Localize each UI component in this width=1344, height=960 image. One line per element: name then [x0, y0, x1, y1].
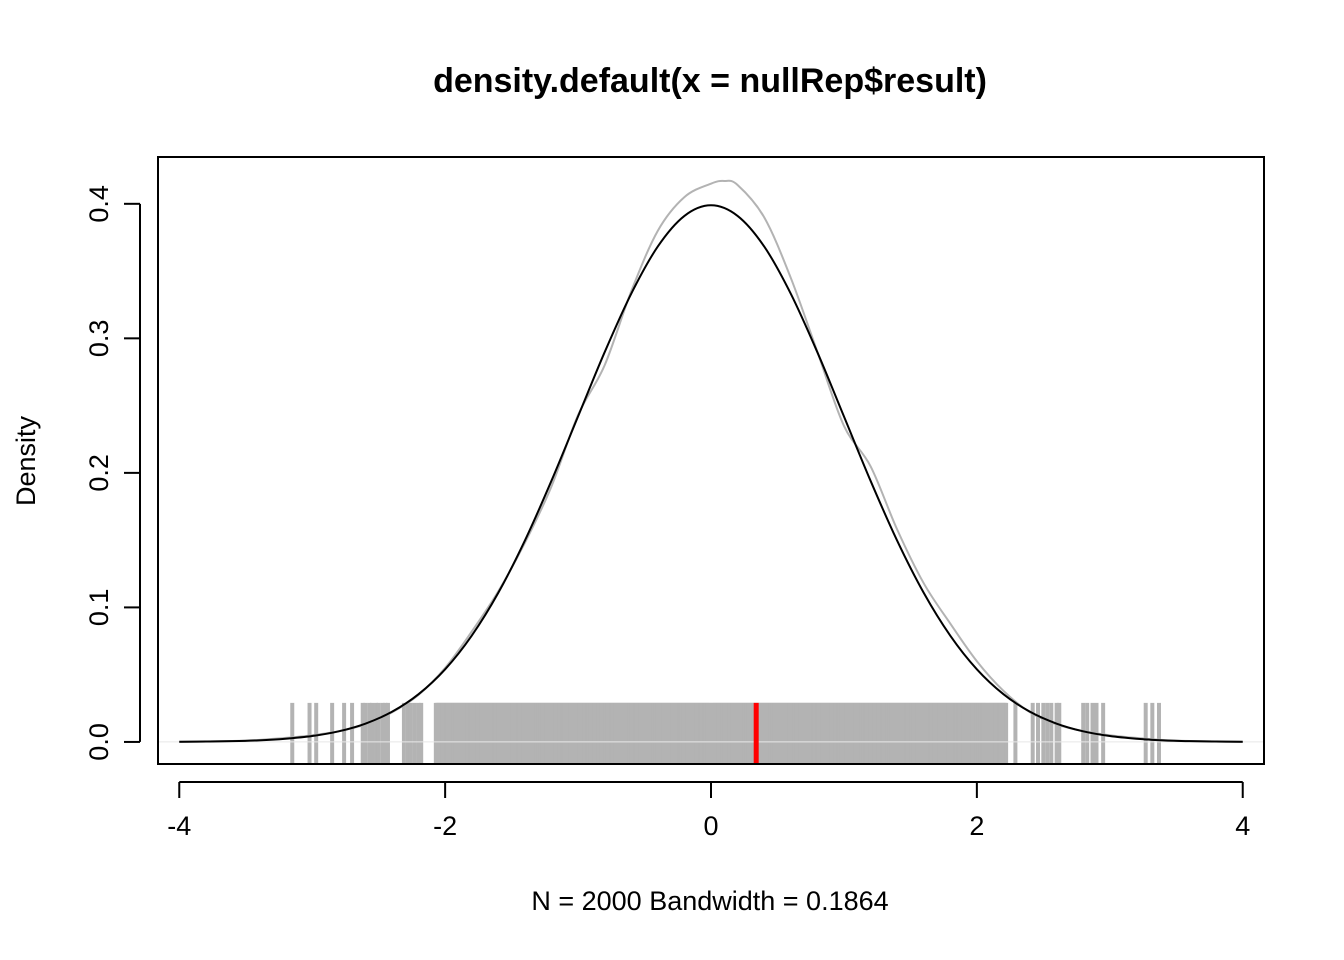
- normal-density-line: [179, 204, 1243, 743]
- x-tick-label: -2: [433, 811, 457, 841]
- x-tick-label: 4: [1235, 811, 1250, 841]
- rug-marks: [158, 702, 1264, 764]
- y-tick-label: 0.0: [84, 723, 114, 761]
- chart-title: density.default(x = nullRep$result): [433, 62, 987, 100]
- x-axis-label: N = 2000 Bandwidth = 0.1864: [531, 886, 888, 916]
- plot-frame: [157, 156, 1265, 765]
- x-tick-label: 2: [969, 811, 984, 841]
- y-tick-label: 0.4: [84, 185, 114, 223]
- y-tick-label: 0.2: [84, 454, 114, 492]
- density-curves: [179, 179, 1243, 743]
- x-tick-label: 0: [703, 811, 718, 841]
- y-axis-label: Density: [11, 415, 41, 506]
- y-tick-label: 0.3: [84, 320, 114, 358]
- empirical-density-line: [179, 179, 1243, 743]
- y-axis: 0.0 0.1 0.2 0.3 0.4: [84, 185, 141, 761]
- y-tick-label: 0.1: [84, 589, 114, 627]
- x-axis: -4 -2 0 2 4: [167, 781, 1250, 841]
- x-tick-label: -4: [167, 811, 191, 841]
